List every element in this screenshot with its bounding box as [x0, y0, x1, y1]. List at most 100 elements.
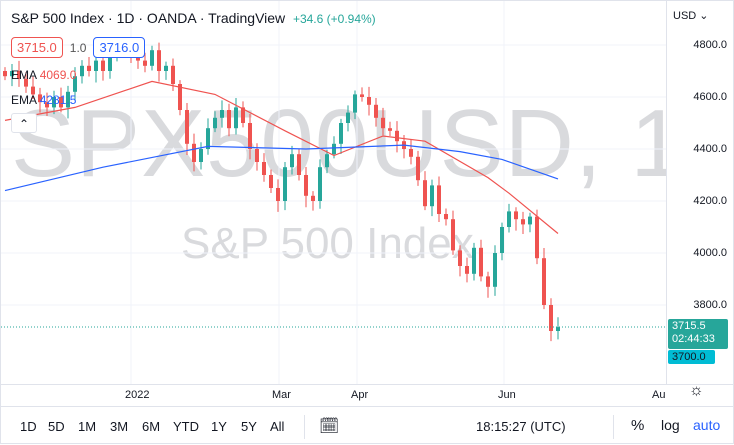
percent-toggle[interactable]: %: [631, 417, 645, 434]
candle-body: [451, 219, 455, 251]
range-3m[interactable]: 3M: [110, 419, 129, 434]
candle-body: [444, 214, 448, 220]
ema-fast-value: 4069.0: [39, 68, 77, 82]
candle-body: [486, 276, 490, 287]
candle-body: [549, 305, 553, 331]
candle-body: [437, 185, 441, 214]
price-level: 4200.0: [693, 195, 727, 207]
range-1d[interactable]: 1D: [20, 419, 37, 434]
price-level: 3800.0: [693, 299, 727, 311]
range-5y[interactable]: 5Y: [241, 419, 257, 434]
candle-body: [10, 71, 14, 77]
price-highlight-tag: 3700.0: [668, 350, 715, 364]
candle-body: [143, 60, 147, 66]
candle-body: [87, 65, 91, 71]
ema-slow-legend[interactable]: EMA 4281.5: [11, 93, 76, 107]
clock-time[interactable]: 18:15:27 (UTC): [476, 419, 566, 434]
price-level: 4800.0: [693, 39, 727, 51]
candle-body: [101, 60, 105, 71]
log-toggle[interactable]: log: [661, 417, 680, 433]
candle-body: [311, 195, 315, 201]
sell-button[interactable]: 3715.0: [11, 37, 63, 58]
time-label: Apr: [351, 389, 369, 401]
candle-body: [248, 123, 252, 149]
collapse-legend-button[interactable]: ⌃: [11, 113, 37, 133]
spread: 1.0: [69, 40, 87, 55]
ema-fast-legend[interactable]: EMA 4069.0: [11, 68, 76, 82]
candle-body: [493, 253, 497, 287]
candle-body: [367, 97, 371, 105]
price-level: 4400.0: [693, 143, 727, 155]
last-price-tag: 3715.5 02:44:33: [668, 319, 728, 349]
buy-button[interactable]: 3716.0: [93, 37, 146, 58]
candle-body: [199, 149, 203, 162]
candle-body: [535, 216, 539, 259]
price-axis[interactable]: 4800.0 4600.0 4400.0 4200.0 4000.0 3800.…: [666, 1, 734, 384]
candle-body: [528, 216, 532, 225]
candle-body: [430, 185, 434, 207]
candle-body: [290, 154, 294, 168]
chart-plot-area[interactable]: SPX500USD, 1D S&P 500 Index S&P 500 Inde…: [1, 1, 666, 384]
candle-body: [318, 167, 322, 201]
candle-body: [52, 97, 56, 108]
candle-body: [73, 76, 77, 92]
chevron-up-icon: ⌃: [18, 117, 30, 131]
candle-body: [3, 71, 7, 77]
candle-body: [24, 78, 28, 87]
range-1m[interactable]: 1M: [78, 419, 97, 434]
candle-body: [374, 104, 378, 118]
price-chart: [1, 1, 666, 384]
time-axis[interactable]: 2022 Mar Apr Jun Au: [1, 384, 734, 406]
candle-body: [458, 250, 462, 266]
candle-body: [38, 94, 42, 103]
range-ytd[interactable]: YTD: [173, 419, 199, 434]
symbol-legend[interactable]: S&P 500 Index · 1D · OANDA · TradingView…: [11, 10, 376, 26]
candle-body: [234, 107, 238, 129]
candle-body: [164, 65, 168, 71]
price-level: 4000.0: [693, 247, 727, 259]
candle-body: [108, 55, 112, 71]
candle-body: [332, 143, 336, 155]
candle-body: [206, 128, 210, 149]
settings-gear-icon[interactable]: ☼: [689, 382, 704, 399]
candle-body: [521, 219, 525, 225]
candle-body: [80, 65, 84, 77]
candle-body: [423, 180, 427, 207]
candle-body: [416, 156, 420, 181]
candle-body: [269, 175, 273, 188]
candle-body: [185, 110, 189, 144]
candle-body: [500, 227, 504, 253]
candle-body: [388, 128, 392, 131]
range-1y[interactable]: 1Y: [211, 419, 227, 434]
range-all[interactable]: All: [270, 419, 285, 434]
auto-toggle[interactable]: auto: [693, 417, 721, 433]
go-to-date-icon[interactable]: 🗓: [319, 418, 340, 435]
candle-body: [304, 175, 308, 196]
ema-slow-value: 4281.5: [39, 93, 77, 107]
ema-label: EMA: [11, 93, 37, 107]
range-5d[interactable]: 5D: [48, 419, 65, 434]
candle-body: [283, 167, 287, 201]
candle-body: [45, 102, 49, 108]
range-6m[interactable]: 6M: [142, 419, 161, 434]
currency-dropdown[interactable]: USD ⌄: [673, 9, 709, 22]
candle-body: [556, 327, 560, 331]
candle-body: [157, 50, 161, 71]
divider: [613, 415, 614, 439]
divider: [304, 415, 305, 439]
candle-body: [59, 97, 63, 108]
candle-body: [472, 247, 476, 274]
candle-body: [479, 247, 483, 277]
bottom-toolbar: 1D 5D 1M 3M 6M YTD 1Y 5Y All 🗓 18:15:27 …: [1, 406, 734, 445]
candle-body: [31, 86, 35, 95]
candle-body: [220, 110, 224, 118]
candle-body: [507, 211, 511, 227]
candle-body: [514, 211, 518, 220]
candle-body: [542, 258, 546, 305]
time-label: Jun: [498, 389, 516, 401]
candle-body: [465, 266, 469, 274]
candle-body: [409, 149, 413, 157]
ema-label: EMA: [11, 68, 37, 82]
bar-countdown: 02:44:33: [672, 333, 715, 345]
candle-body: [346, 112, 350, 123]
